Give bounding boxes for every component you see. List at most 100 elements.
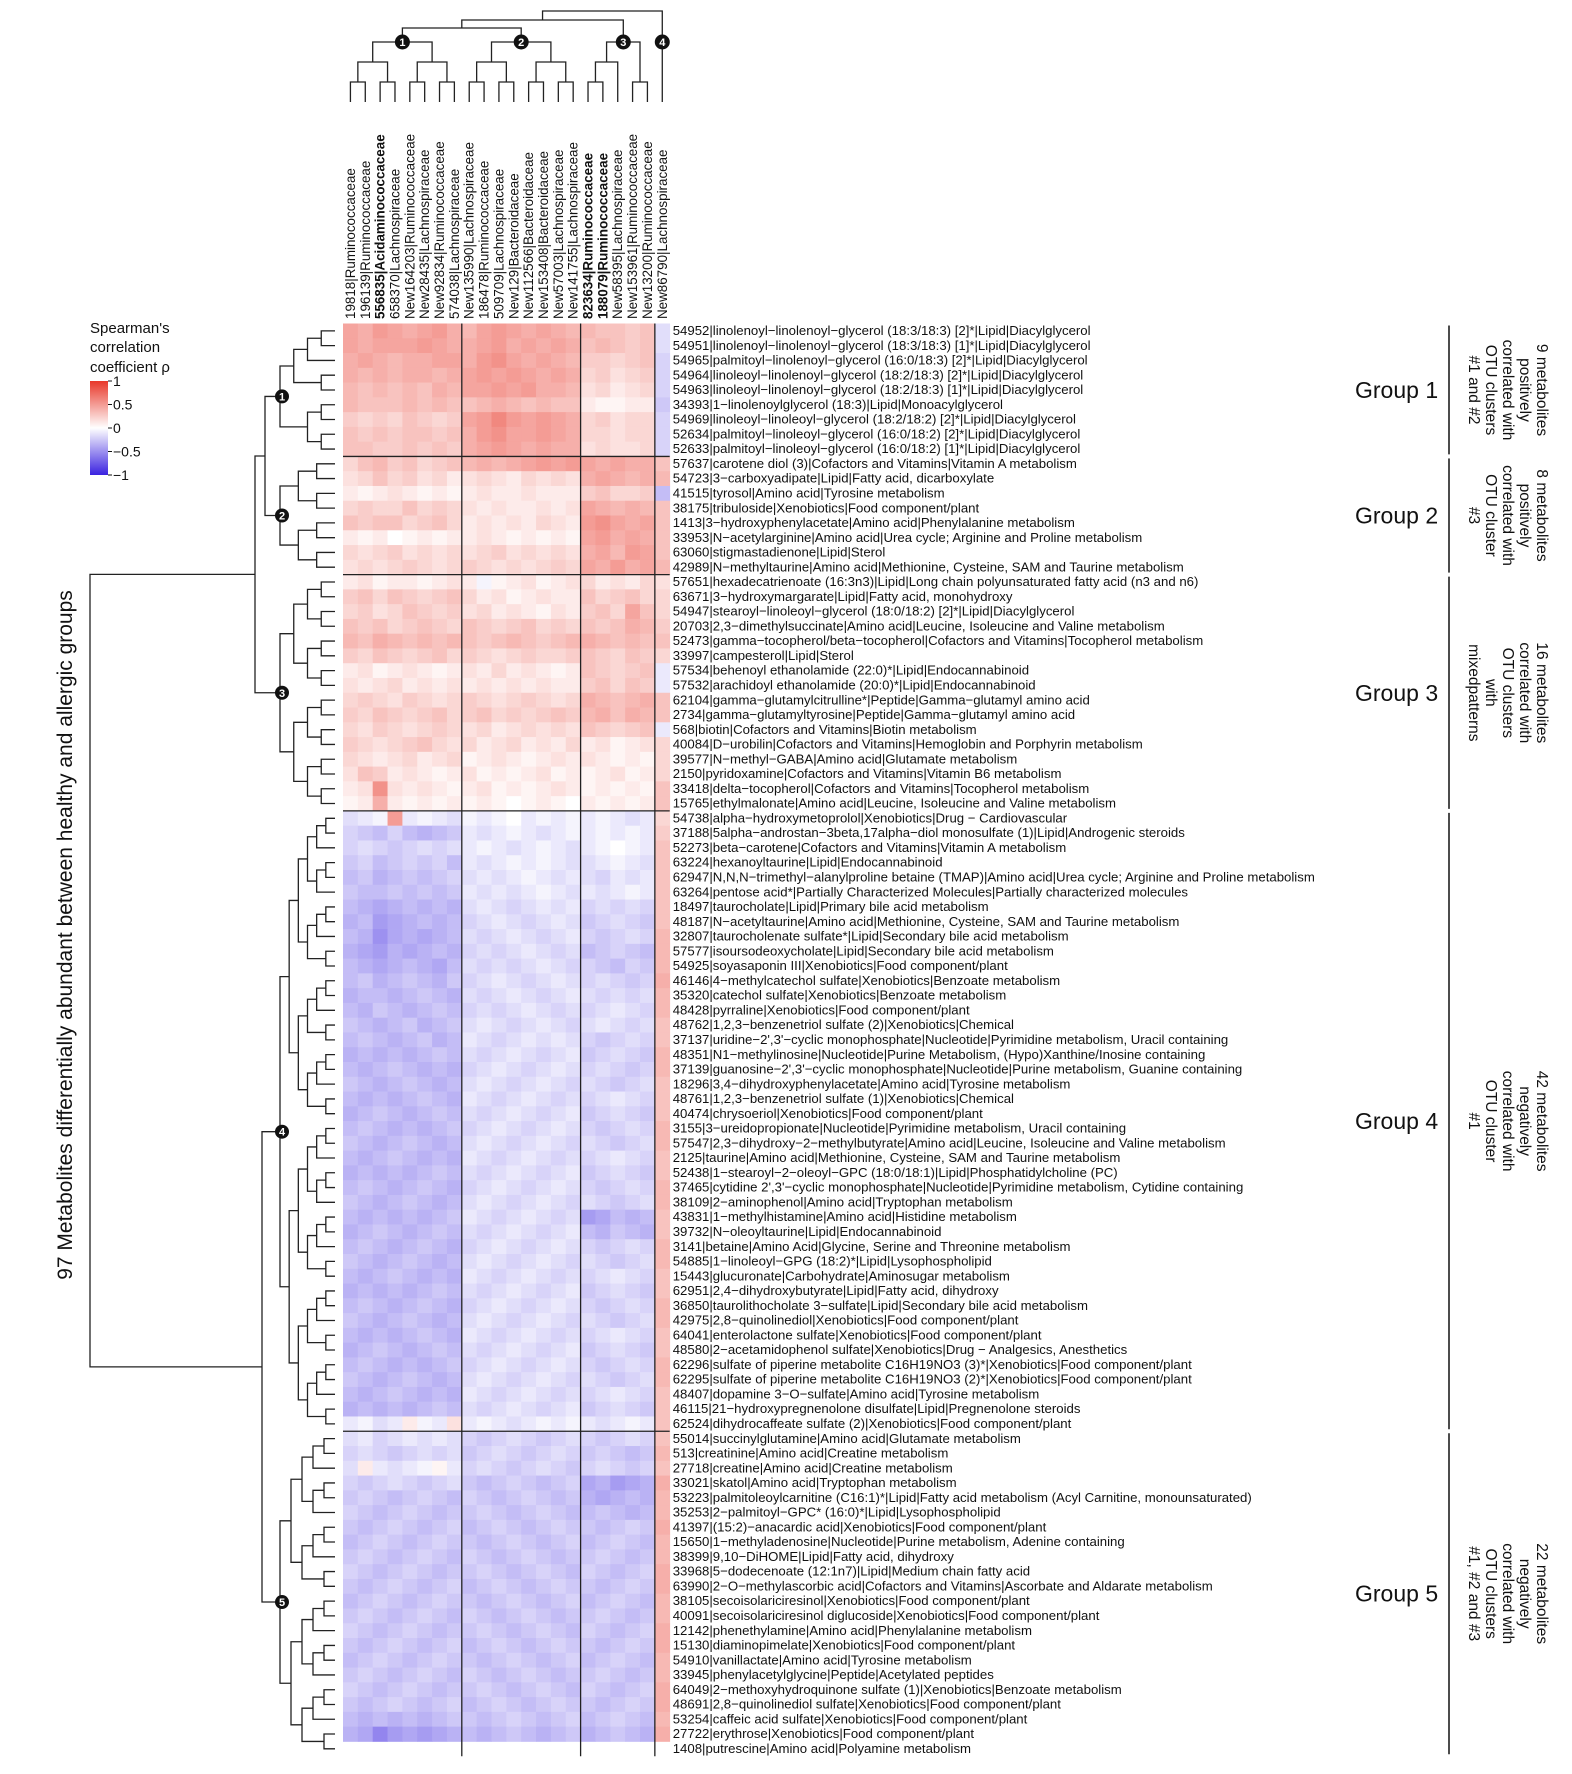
heatmap-cell bbox=[550, 1667, 567, 1683]
heatmap-cell bbox=[595, 781, 611, 797]
heatmap-cell bbox=[654, 1032, 671, 1048]
heatmap-cell bbox=[536, 737, 552, 753]
column-label: New153961|Ruminococcaceae bbox=[625, 134, 640, 319]
row-label: 54738|alpha−hydroxymetoprolol|Xenobiotic… bbox=[673, 810, 1068, 825]
heatmap-cell bbox=[476, 1135, 492, 1152]
heatmap-cell bbox=[506, 1475, 522, 1491]
heatmap-cell bbox=[625, 692, 641, 708]
heatmap-cell bbox=[654, 618, 671, 635]
heatmap-cell bbox=[536, 441, 552, 457]
heatmap-cell bbox=[417, 397, 433, 413]
heatmap-cell bbox=[565, 899, 581, 915]
row-label: 33021|skatol|Amino acid|Tryptophan metab… bbox=[673, 1475, 957, 1490]
heatmap-cell bbox=[610, 1091, 626, 1107]
heatmap-cell bbox=[387, 840, 403, 856]
heatmap-cell bbox=[491, 1711, 507, 1728]
heatmap-cell bbox=[343, 781, 359, 797]
heatmap-cell bbox=[372, 1002, 388, 1019]
heatmap-cell bbox=[432, 1697, 448, 1713]
heatmap-cell bbox=[357, 353, 374, 369]
heatmap-cell bbox=[417, 589, 433, 605]
heatmap-cell bbox=[610, 781, 626, 797]
heatmap-cell bbox=[357, 1386, 374, 1403]
heatmap-cell bbox=[550, 545, 567, 561]
heatmap-cell bbox=[402, 1519, 418, 1536]
heatmap-cell bbox=[387, 1446, 403, 1462]
heatmap-cell bbox=[580, 1342, 596, 1358]
heatmap-cell bbox=[372, 1386, 388, 1403]
heatmap-cell bbox=[491, 1327, 507, 1344]
heatmap-cell bbox=[476, 1342, 492, 1358]
group-description-line: #1 and #2 bbox=[1465, 356, 1482, 425]
heatmap-cell bbox=[550, 1268, 567, 1284]
heatmap-cell bbox=[432, 633, 448, 649]
heatmap-cell bbox=[491, 545, 507, 561]
heatmap-cell bbox=[387, 781, 403, 797]
heatmap-cell bbox=[625, 1505, 641, 1521]
heatmap-cell bbox=[625, 441, 641, 457]
heatmap-cell bbox=[372, 353, 388, 369]
heatmap-cell bbox=[506, 1372, 522, 1388]
heatmap-cell bbox=[402, 1135, 418, 1152]
heatmap-cell bbox=[357, 1652, 374, 1668]
heatmap-cell bbox=[432, 1165, 448, 1181]
row-cluster-badge-label: 3 bbox=[279, 688, 285, 700]
heatmap-cell bbox=[580, 574, 596, 590]
heatmap-cell bbox=[550, 1150, 567, 1166]
heatmap-cell bbox=[565, 1401, 581, 1417]
heatmap-cell bbox=[446, 1490, 463, 1506]
heatmap-cell bbox=[417, 1224, 433, 1240]
heatmap-cell bbox=[506, 737, 522, 753]
heatmap-cell bbox=[446, 574, 463, 590]
heatmap-cell bbox=[580, 1121, 596, 1137]
heatmap-cell bbox=[432, 1726, 448, 1742]
heatmap-cell bbox=[654, 751, 671, 767]
heatmap-cell bbox=[343, 1032, 359, 1048]
heatmap-cell bbox=[446, 456, 463, 472]
heatmap-cell bbox=[387, 1002, 403, 1019]
heatmap-cell bbox=[461, 840, 478, 856]
heatmap-cell bbox=[565, 1150, 581, 1166]
heatmap-cell bbox=[387, 825, 403, 841]
heatmap-cell bbox=[372, 1519, 388, 1536]
heatmap-cell bbox=[654, 1017, 671, 1033]
dendrogram-branch bbox=[325, 1260, 335, 1277]
heatmap-cell bbox=[432, 1268, 448, 1284]
heatmap-cell bbox=[343, 412, 359, 428]
heatmap-cell bbox=[402, 1593, 418, 1609]
heatmap-cell bbox=[476, 1593, 492, 1609]
heatmap-cell bbox=[565, 412, 581, 428]
heatmap-cell bbox=[343, 1239, 359, 1255]
heatmap-cell bbox=[640, 1623, 656, 1639]
heatmap-cell bbox=[595, 796, 611, 812]
heatmap-cell bbox=[536, 633, 552, 649]
heatmap-cell bbox=[654, 1697, 671, 1713]
heatmap-cell bbox=[595, 604, 611, 620]
heatmap-cell bbox=[580, 840, 596, 856]
heatmap-cell bbox=[372, 1682, 388, 1698]
heatmap-cell bbox=[461, 545, 478, 561]
heatmap-cell bbox=[506, 722, 522, 738]
dendrogram-branch bbox=[306, 1382, 326, 1418]
row-label: 38175|tribuloside|Xenobiotics|Food compo… bbox=[673, 500, 980, 515]
heatmap-cell bbox=[446, 796, 463, 812]
heatmap-cell bbox=[580, 1505, 596, 1521]
heatmap-cell bbox=[387, 1298, 403, 1314]
heatmap-cell bbox=[343, 1091, 359, 1107]
heatmap-cell bbox=[432, 1047, 448, 1063]
heatmap-cell bbox=[595, 1401, 611, 1417]
heatmap-cell bbox=[461, 426, 478, 443]
heatmap-cell bbox=[580, 485, 596, 502]
legend-tick-label: 1 bbox=[113, 373, 121, 389]
heatmap-cell bbox=[640, 618, 656, 635]
heatmap-cell bbox=[446, 855, 463, 871]
heatmap-cell bbox=[372, 1726, 388, 1742]
heatmap-cell bbox=[550, 1431, 567, 1447]
heatmap-cell bbox=[446, 485, 463, 502]
heatmap-cell bbox=[521, 722, 537, 738]
heatmap-cell bbox=[491, 367, 507, 383]
heatmap-cell bbox=[610, 1401, 626, 1417]
heatmap-cell bbox=[610, 426, 626, 443]
heatmap-cell bbox=[640, 456, 656, 472]
heatmap-cell bbox=[625, 633, 641, 649]
